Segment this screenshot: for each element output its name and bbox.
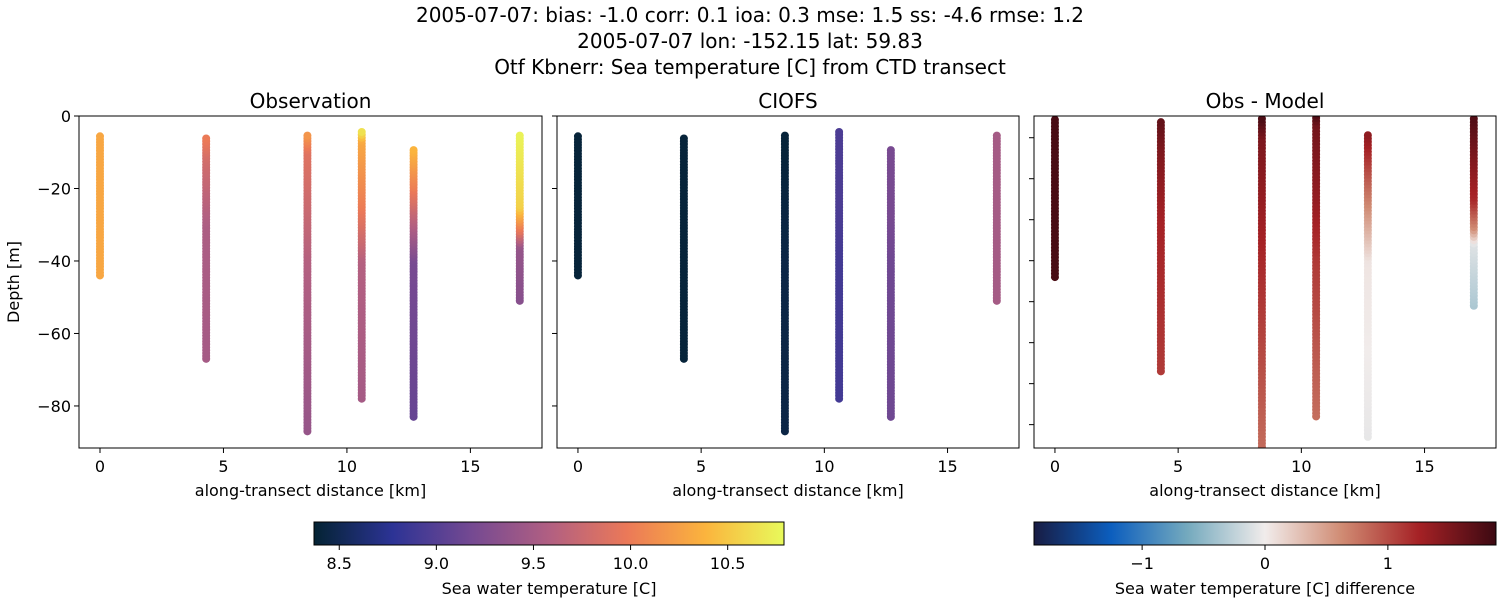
panel-2-points	[1050, 116, 1478, 457]
profile-2-point	[1258, 449, 1266, 457]
colorbar-tick-label: 9.5	[521, 554, 546, 573]
x-tick-label: 15	[937, 457, 957, 476]
x-tick-label: 5	[696, 457, 706, 476]
colorbar-1	[1033, 521, 1497, 546]
profile-2-point	[780, 131, 789, 140]
x-tick-label: 15	[1414, 457, 1434, 476]
panel-0-points	[95, 127, 524, 436]
x-tick-label: 0	[573, 457, 583, 476]
profile-3-point	[357, 127, 366, 136]
panel-1-points	[573, 127, 1001, 436]
profile-3-point	[835, 127, 844, 136]
panel-title: Obs - Model	[1206, 89, 1325, 113]
figure-title-line-1: 2005-07-07: bias: -1.0 corr: 0.1 ioa: 0.…	[415, 3, 1085, 27]
colorbar-label: Sea water temperature [C]	[442, 579, 657, 598]
colorbar-0	[313, 521, 785, 546]
figure-title-line-3: Otf Kbnerr: Sea temperature [C] from CTD…	[494, 55, 1006, 79]
profile-1-point	[1156, 118, 1165, 127]
x-tick-label: 5	[218, 457, 228, 476]
profile-4-point	[409, 146, 418, 155]
panel-1-frame	[556, 115, 1020, 449]
y-tick-label: −40	[37, 252, 71, 271]
x-axis-label: along-transect distance [km]	[195, 481, 426, 500]
x-tick-label: 0	[1050, 457, 1060, 476]
profile-5-point	[515, 131, 524, 140]
x-tick-label: 10	[814, 457, 834, 476]
colorbar-tick-label: −1	[1130, 554, 1154, 573]
y-tick-label: 0	[61, 107, 71, 126]
profile-4-point	[1363, 131, 1372, 140]
x-tick-label: 10	[337, 457, 357, 476]
profile-2-point	[1257, 116, 1266, 123]
x-tick-label: 0	[95, 457, 105, 476]
profile-5-point	[992, 131, 1001, 140]
colorbar-tick-label: 9.0	[424, 554, 449, 573]
x-tick-label: 15	[460, 457, 480, 476]
profile-0-point	[95, 132, 104, 141]
colorbar-tick-label: 0	[1260, 554, 1270, 573]
colorbar-label: Sea water temperature [C] difference	[1115, 579, 1415, 598]
colorbar-tick-label: 10.0	[613, 554, 649, 573]
profile-1-point	[679, 134, 688, 143]
figure-title-line-2: 2005-07-07 lon: -152.15 lat: 59.83	[577, 29, 923, 53]
profile-5-point	[1469, 116, 1478, 123]
y-tick-label: −20	[37, 179, 71, 198]
x-axis-label: along-transect distance [km]	[672, 481, 903, 500]
y-axis-label: Depth [m]	[4, 241, 23, 323]
x-tick-label: 10	[1291, 457, 1311, 476]
profile-3-point	[1312, 116, 1320, 119]
panel-title: CIOFS	[758, 89, 817, 113]
profile-0-point	[573, 132, 582, 141]
profile-2-point	[303, 131, 312, 140]
profile-0-point	[1050, 116, 1059, 124]
y-tick-label: −80	[37, 397, 71, 416]
panel-2-frame	[1033, 115, 1497, 449]
x-tick-label: 5	[1173, 457, 1183, 476]
colorbar-tick-label: 10.5	[710, 554, 746, 573]
y-tick-label: −60	[37, 324, 71, 343]
colorbar-tick-label: 1	[1383, 554, 1393, 573]
x-axis-label: along-transect distance [km]	[1149, 481, 1380, 500]
panel-title: Observation	[250, 89, 372, 113]
profile-4-point	[886, 146, 895, 155]
panel-0-frame	[78, 115, 543, 449]
colorbar-tick-label: 8.5	[327, 554, 352, 573]
profile-1-point	[202, 134, 211, 143]
